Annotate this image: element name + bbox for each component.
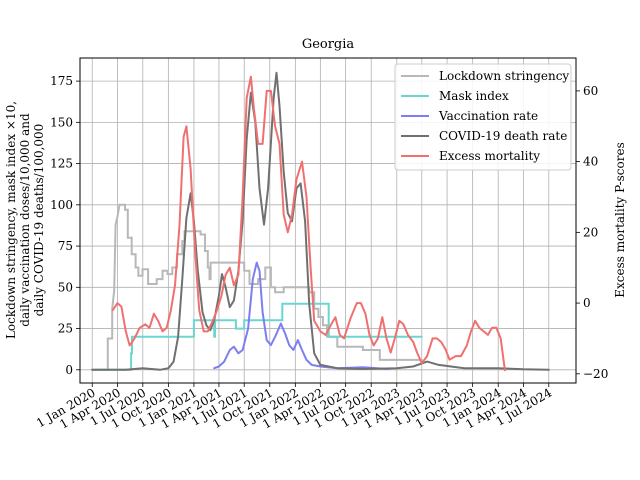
left-y-axis-label-line: Lockdown stringency, mask index ×10, <box>4 101 18 339</box>
right-tick-label: 40 <box>583 155 598 169</box>
legend-label: Vaccination rate <box>438 109 538 123</box>
right-axis: −20 0 20 40 60 <box>576 84 608 381</box>
left-y-axis-label-line: daily COVID-19 deaths/100,000 <box>32 124 46 317</box>
right-tick-label: −20 <box>583 367 608 381</box>
series-line-mask-index <box>91 302 423 371</box>
left-tick-label: 175 <box>50 74 73 88</box>
series-line-vaccination-rate <box>213 261 390 370</box>
series-line-lockdown-stringency <box>91 203 423 371</box>
left-tick-label: 125 <box>50 157 73 171</box>
left-y-axis-label-line: daily vaccination doses/10,000 and <box>18 113 32 327</box>
right-tick-label: 20 <box>583 225 598 239</box>
plot-frame <box>79 57 577 384</box>
left-tick-label: 75 <box>58 239 73 253</box>
left-tick-label: 150 <box>50 115 73 129</box>
left-y-axis-label: Lockdown stringency, mask index ×10, dail… <box>4 101 46 339</box>
legend-box <box>394 63 572 171</box>
left-tick-label: 25 <box>58 322 73 336</box>
legend-label: Excess mortality <box>439 149 540 163</box>
right-tick-label: 60 <box>583 84 598 98</box>
series-layer <box>91 71 550 372</box>
legend: Lockdown stringency Mask index Vaccination… <box>394 63 572 171</box>
left-tick-label: 0 <box>65 363 73 377</box>
legend-label: Lockdown stringency <box>439 69 569 83</box>
series-line-excess-mortality <box>111 75 506 372</box>
left-tick-label: 100 <box>50 198 73 212</box>
legend-label: Mask index <box>439 89 509 103</box>
legend-label: COVID-19 death rate <box>439 129 567 143</box>
left-tick-label: 50 <box>58 280 73 294</box>
chart-title: Georgia <box>302 37 355 52</box>
right-y-axis-label: Excess mortality P-scores <box>613 142 627 297</box>
right-tick-label: 0 <box>583 296 591 310</box>
left-axis: 0 25 50 75 100 125 150 175 <box>50 74 80 377</box>
